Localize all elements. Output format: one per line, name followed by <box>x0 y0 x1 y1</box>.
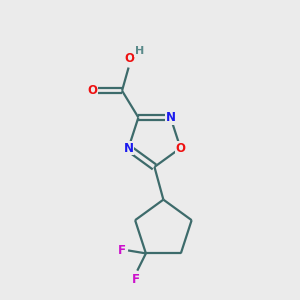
Text: O: O <box>87 84 97 97</box>
Text: H: H <box>135 46 145 56</box>
Text: N: N <box>166 111 176 124</box>
Text: F: F <box>118 244 125 257</box>
Text: F: F <box>131 273 140 286</box>
Text: N: N <box>124 142 134 154</box>
Text: O: O <box>124 52 134 65</box>
Text: O: O <box>176 142 185 154</box>
